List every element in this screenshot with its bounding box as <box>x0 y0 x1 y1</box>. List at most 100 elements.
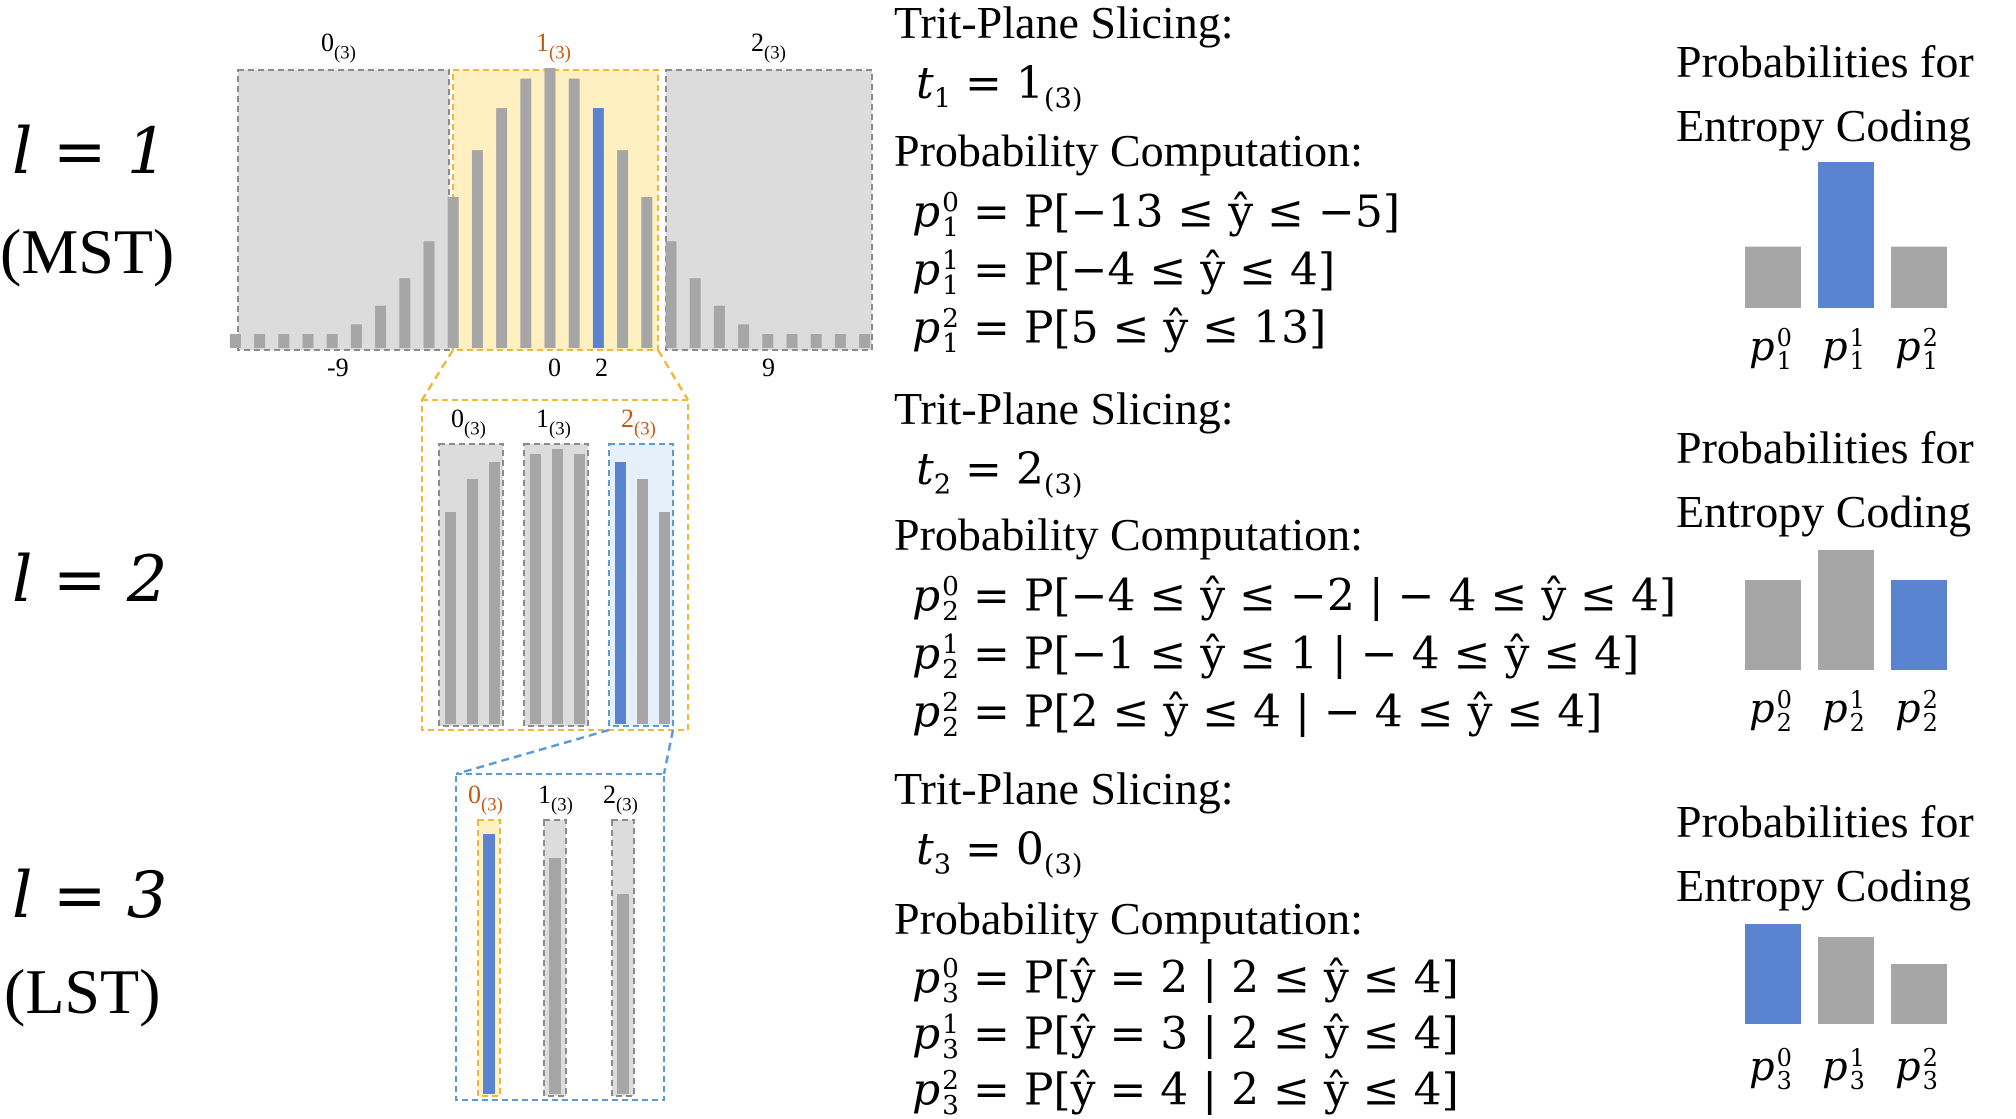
histogram-bar-l1 <box>786 334 798 348</box>
histogram-bar-l1 <box>665 241 677 348</box>
histogram-bar-l1 <box>496 108 508 349</box>
probability-bar <box>1745 580 1801 670</box>
histogram-bar-l1 <box>834 334 846 348</box>
histogram-bar-l1 <box>326 334 338 348</box>
histogram-bar-l1 <box>399 278 411 348</box>
trit-label-l3-2: 2(3) <box>603 780 638 816</box>
trit-label-l3-0: 0(3) <box>468 780 503 816</box>
zoom-connector-l2-left <box>455 728 610 776</box>
histogram-bar-l1 <box>617 150 629 348</box>
histogram-bar-l3 <box>483 834 495 1094</box>
probability-bar <box>1818 162 1874 308</box>
level-2-label: l = 2 <box>12 543 168 617</box>
histogram-bar-l1 <box>762 334 774 348</box>
histogram-bar-l2 <box>467 479 478 724</box>
slicing-title-2: Trit-Plane Slicing: <box>894 383 1234 434</box>
histogram-bar-l1 <box>592 108 604 349</box>
trit-value-2: t2 = 2(3) <box>916 444 1083 501</box>
trit-label-l2-0: 0(3) <box>451 404 486 440</box>
probability-bar <box>1745 924 1801 1024</box>
zoom-connector-l2-right <box>662 729 675 775</box>
histogram-bar-l1 <box>302 334 314 348</box>
probability-bar <box>1891 246 1947 308</box>
histogram-bar-l1 <box>738 324 750 348</box>
histogram-bar-l1 <box>229 334 241 348</box>
trit-value-1: t1 = 1(3) <box>916 58 1083 115</box>
probability-bar <box>1745 246 1801 308</box>
trit-label-l2-2: 2(3) <box>621 404 656 440</box>
histogram-bar-l2 <box>552 449 563 724</box>
trit-label-l1-0: 0(3) <box>321 28 356 64</box>
histogram-bar-l1 <box>713 305 725 348</box>
tick-2: 2 <box>595 353 608 382</box>
slicing-title-3: Trit-Plane Slicing: <box>894 763 1234 814</box>
probability-bar <box>1891 964 1947 1024</box>
histogram-bar-l1 <box>254 334 266 348</box>
histogram-bar-l1 <box>423 241 435 348</box>
histogram-bar-l1 <box>689 278 701 348</box>
trit-label-l3-1: 1(3) <box>538 780 573 816</box>
level-3-sublabel: (LST) <box>4 956 161 1027</box>
level-1-label: l = 1 <box>12 115 168 189</box>
histogram-bar-l1 <box>641 196 653 348</box>
tick-0: 0 <box>548 353 561 382</box>
slicing-title-1: Trit-Plane Slicing: <box>894 0 1234 48</box>
histogram-bar-l1 <box>447 196 459 348</box>
histogram-bar-l3 <box>617 894 629 1094</box>
histogram-bar-l2 <box>574 454 585 724</box>
histogram-bar-l2 <box>489 462 500 724</box>
level-3-label: l = 3 <box>12 859 168 933</box>
histogram-bar-l1 <box>520 78 532 348</box>
histogram-bar-l1 <box>568 78 580 348</box>
probability-bar <box>1891 580 1947 670</box>
level-1-sublabel: (MST) <box>0 216 175 287</box>
histogram-bar-l1 <box>375 305 387 348</box>
trit-panel-l1-0 <box>237 69 450 351</box>
trit-label-l2-1: 1(3) <box>536 404 571 440</box>
histogram-bar-l1 <box>859 334 871 348</box>
histogram-bar-l2 <box>530 454 541 724</box>
histogram-bar-l3 <box>549 858 561 1094</box>
histogram-bar-l2 <box>615 462 626 724</box>
probability-bar <box>1818 550 1874 670</box>
trit-label-l1-1: 1(3) <box>536 28 571 64</box>
zoom-connector-l1-left <box>420 349 455 401</box>
histogram-bar-l2 <box>659 512 670 724</box>
histogram-bar-l1 <box>278 334 290 348</box>
computation-title-3: Probability Computation: <box>894 893 1363 944</box>
computation-title-2: Probability Computation: <box>894 509 1363 560</box>
histogram-bar-l2 <box>637 479 648 724</box>
computation-title-1: Probability Computation: <box>894 125 1363 176</box>
trit-label-l1-2: 2(3) <box>751 28 786 64</box>
histogram-bar-l2 <box>445 512 456 724</box>
histogram-bar-l1 <box>350 324 362 348</box>
tick-neg9: -9 <box>327 353 349 382</box>
tick-9: 9 <box>762 353 775 382</box>
histogram-bar-l1 <box>810 334 822 348</box>
trit-value-3: t3 = 0(3) <box>916 824 1083 881</box>
prob-title-3: Probabilities for Entropy Coding <box>1676 796 1974 911</box>
prob-title-1: Probabilities for Entropy Coding <box>1676 36 1974 151</box>
histogram-bar-l1 <box>471 150 483 348</box>
prob-title-2: Probabilities for Entropy Coding <box>1676 422 1974 537</box>
